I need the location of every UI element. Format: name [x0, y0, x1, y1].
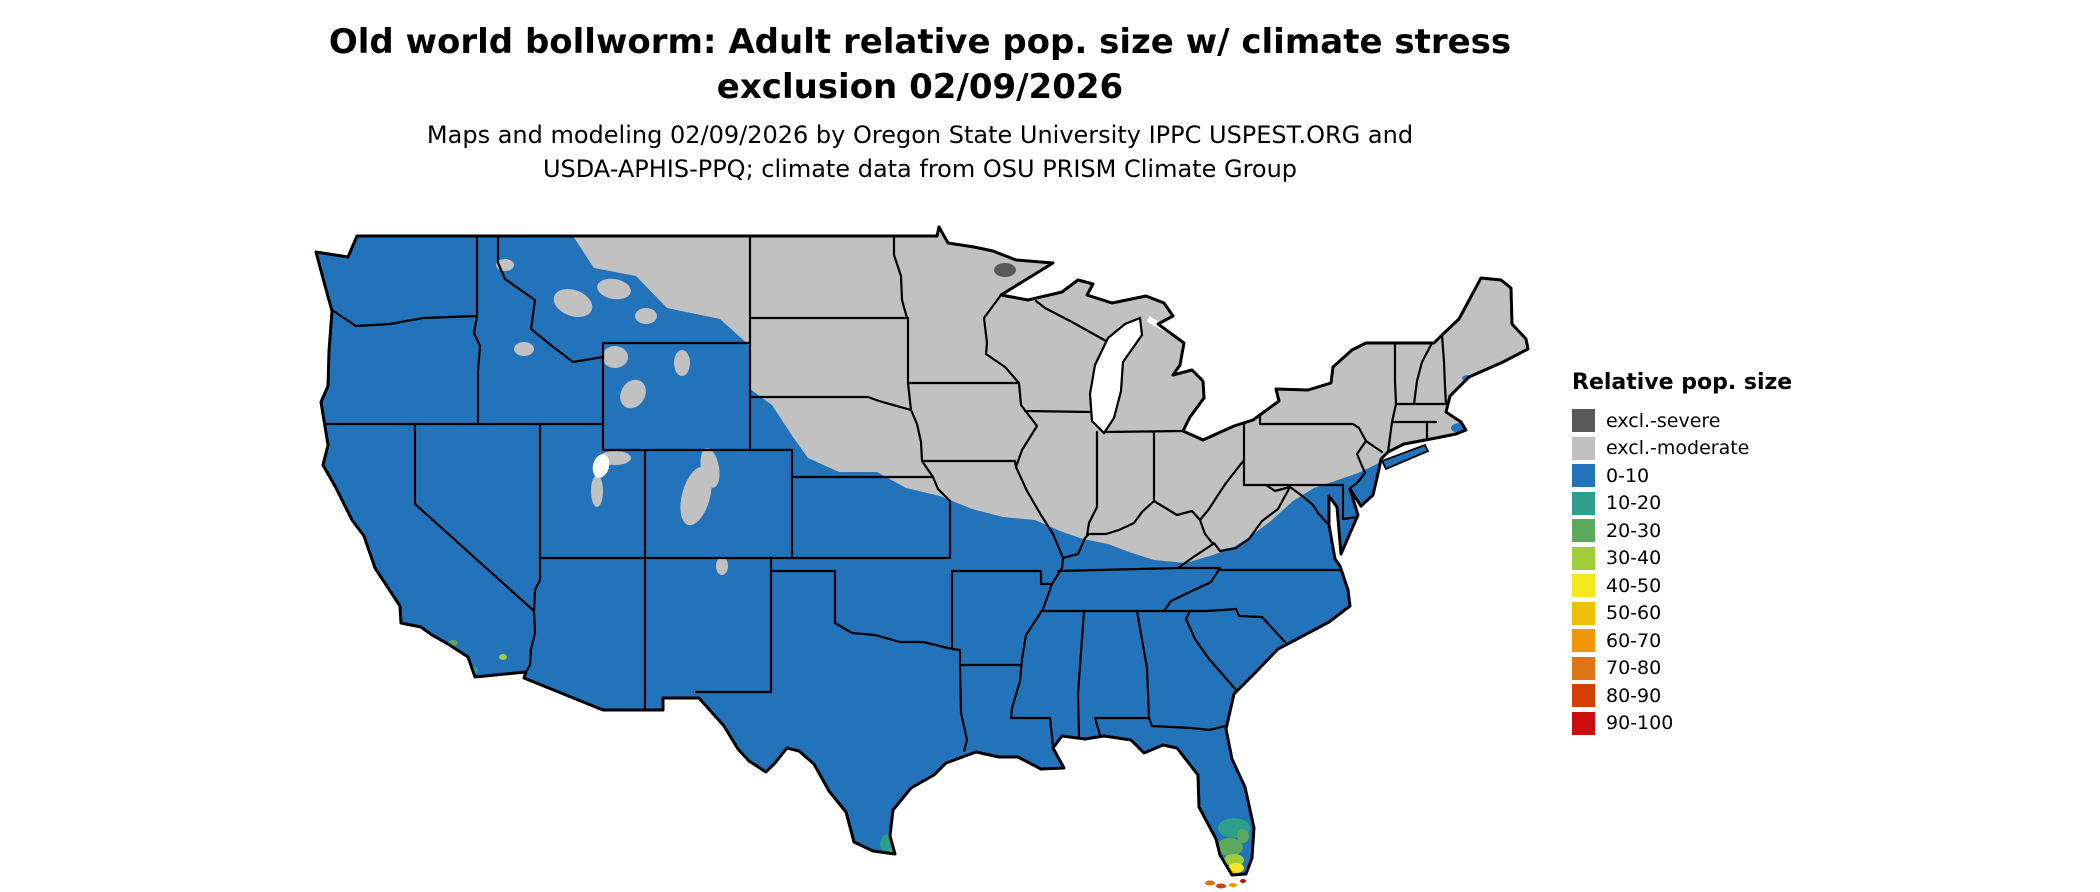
legend-label: 0-10 — [1606, 464, 1650, 487]
legend: Relative pop. size excl.-severe excl.-mod… — [1572, 370, 1792, 737]
legend-row: 0-10 — [1572, 462, 1792, 490]
florida-hotspot — [1217, 818, 1250, 875]
legend-row: excl.-moderate — [1572, 435, 1792, 463]
legend-entries: excl.-severe excl.-moderate 0-10 10-20 20-30… — [1572, 407, 1792, 737]
legend-swatch — [1572, 601, 1595, 625]
legend-label: 30-40 — [1606, 547, 1662, 570]
state-borders — [321, 234, 1448, 753]
legend-row: 50-60 — [1572, 600, 1792, 628]
legend-row: 70-80 — [1572, 655, 1792, 683]
legend-label: 70-80 — [1606, 657, 1662, 680]
legend-label: 20-30 — [1606, 519, 1662, 542]
page-subtitle-line1: Maps and modeling 02/09/2026 by Oregon S… — [426, 121, 1414, 149]
legend-swatch — [1572, 656, 1595, 680]
legend-row: excl.-severe — [1572, 407, 1792, 435]
legend-swatch — [1572, 711, 1595, 735]
page-subtitle-line2: USDA-APHIS-PPQ; climate data from OSU PR… — [542, 155, 1298, 184]
legend-title: Relative pop. size — [1572, 370, 1793, 395]
legend-row: 80-90 — [1572, 682, 1792, 710]
region-excluded-moderate-patches — [496, 259, 728, 575]
page-title: Old world bollworm: Adult relative pop. … — [310, 20, 1530, 110]
legend-label: 10-20 — [1606, 492, 1662, 515]
legend-label: excl.-severe — [1606, 409, 1721, 432]
legend-row: 40-50 — [1572, 572, 1792, 600]
region-excluded-severe-spot — [994, 263, 1016, 277]
page-title-line1: Old world bollworm: Adult relative pop. … — [328, 22, 1512, 62]
legend-swatch — [1572, 409, 1595, 433]
legend-swatch — [1572, 629, 1595, 653]
legend-swatch — [1572, 519, 1595, 543]
legend-row: 10-20 — [1572, 490, 1792, 518]
great-salt-lake — [592, 454, 610, 478]
legend-swatch — [1572, 464, 1595, 488]
lake-michigan — [1088, 316, 1144, 435]
legend-swatch — [1572, 491, 1595, 515]
legend-row: 20-30 — [1572, 517, 1792, 545]
legend-row: 30-40 — [1572, 545, 1792, 573]
legend-swatch — [1572, 436, 1595, 460]
legend-swatch — [1572, 684, 1595, 708]
legend-label: 40-50 — [1606, 574, 1662, 597]
legend-label: 80-90 — [1606, 684, 1662, 707]
legend-row: 90-100 — [1572, 710, 1792, 738]
legend-label: excl.-moderate — [1606, 437, 1750, 460]
legend-label: 60-70 — [1606, 629, 1662, 652]
page-title-line2: exclusion 02/09/2026 — [716, 66, 1124, 107]
florida-keys — [1205, 879, 1246, 889]
us-landmass-base — [316, 227, 1528, 875]
legend-label: 50-60 — [1606, 602, 1662, 625]
us-outline — [314, 225, 1530, 877]
page-subtitle: Maps and modeling 02/09/2026 by Oregon S… — [310, 118, 1530, 186]
legend-swatch — [1572, 574, 1595, 598]
legend-label: 90-100 — [1606, 712, 1674, 735]
legend-swatch — [1572, 546, 1595, 570]
legend-row: 60-70 — [1572, 627, 1792, 655]
long-island — [1380, 443, 1430, 471]
